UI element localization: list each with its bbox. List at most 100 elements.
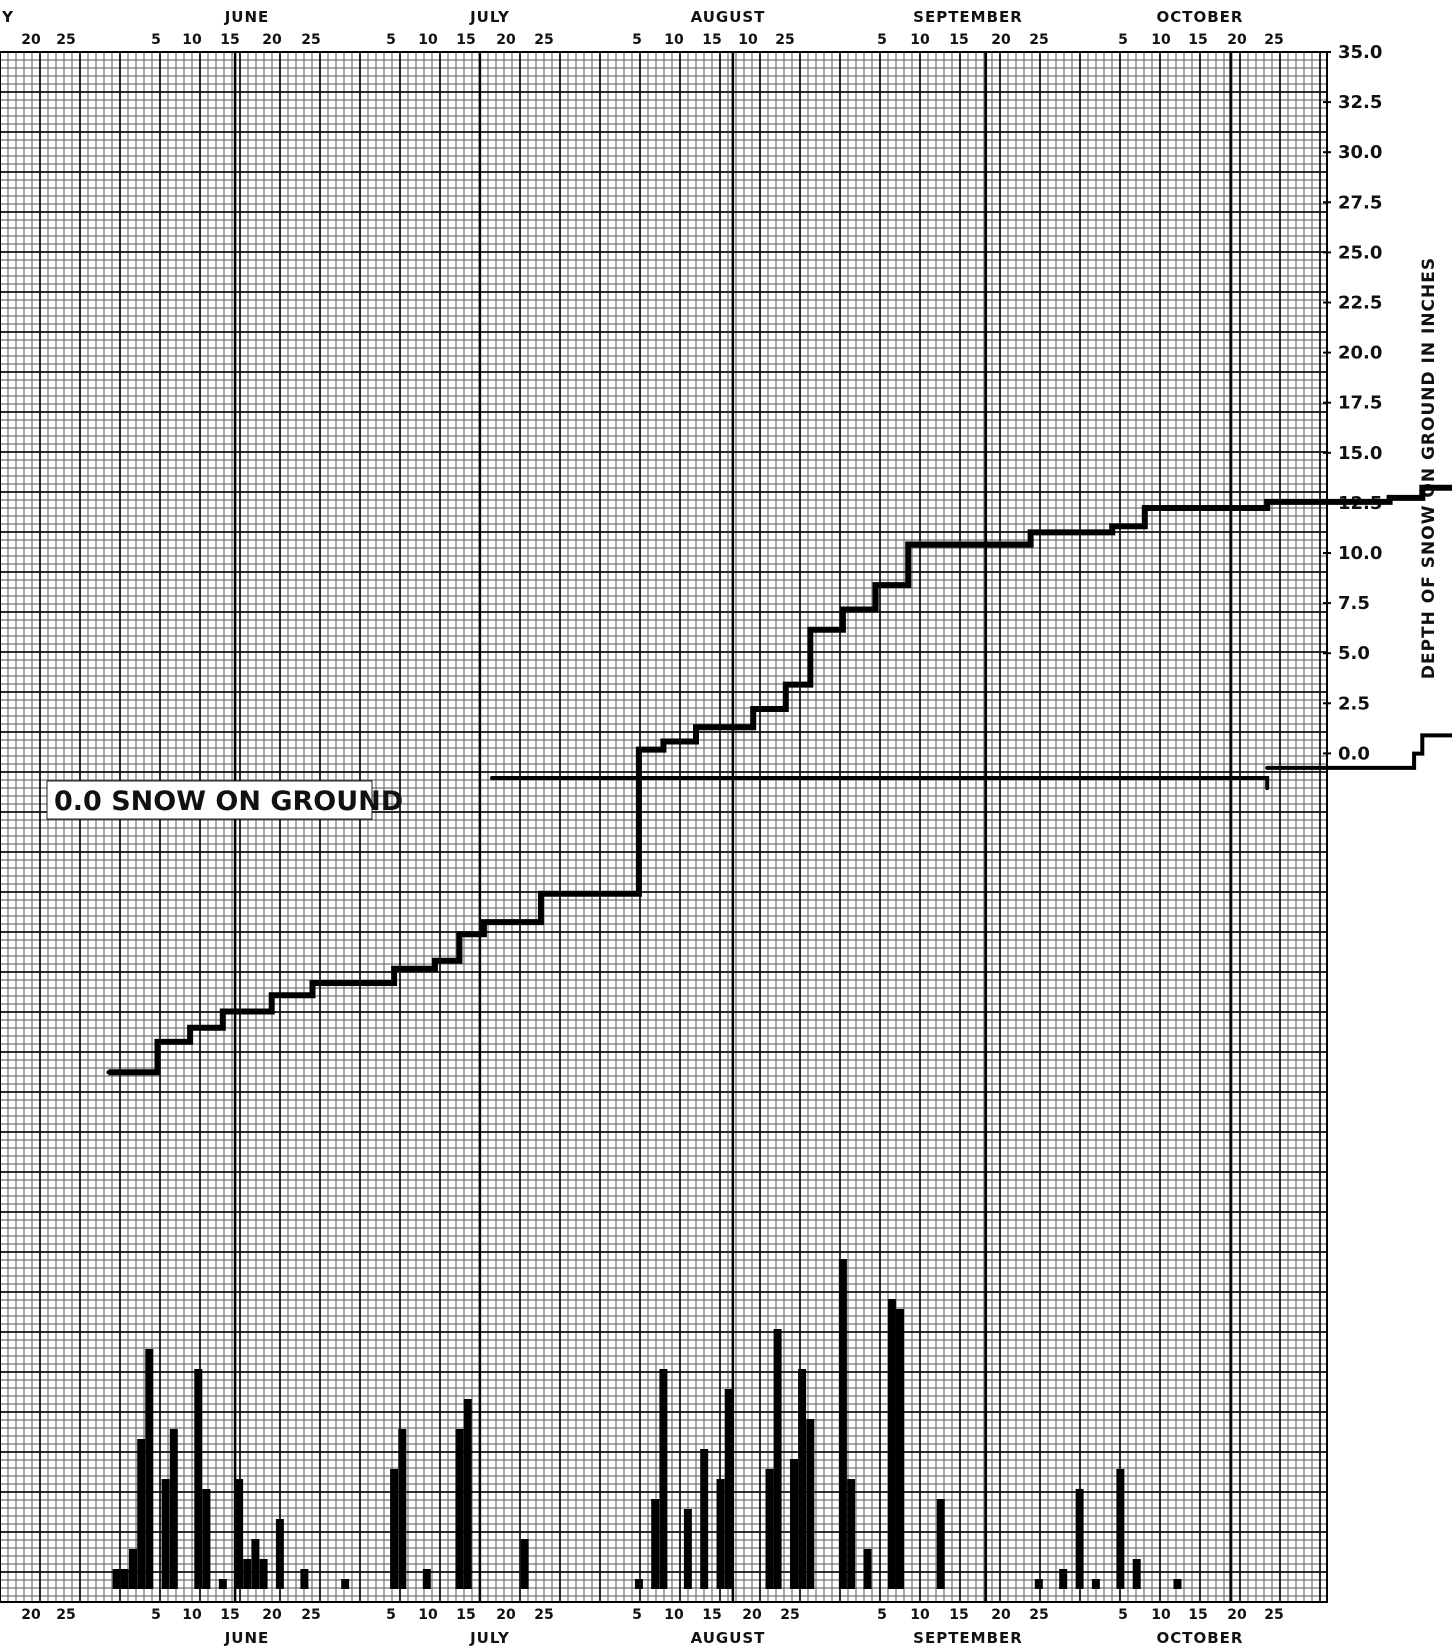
precip-bar (463, 1399, 472, 1589)
y-tick-label: 25.0 (1338, 242, 1382, 263)
series-point (620, 891, 625, 896)
bottom-day-label: 25 (1029, 1607, 1048, 1623)
bottom-day-labels: 20 25 5 10 15 20 25 5 10 15 20 25 5 10 15 20 25 5 10 15 20 25… (21, 1607, 1283, 1623)
precip-bar (1034, 1579, 1043, 1589)
precip-bar (1091, 1579, 1100, 1589)
y-tick-label: 17.5 (1338, 393, 1382, 414)
bottom-day-label: 25 (534, 1607, 553, 1623)
plot-frame (0, 51, 1328, 1603)
bottom-day-label: 10 (182, 1607, 202, 1623)
bottom-day-label: 10 (1151, 1607, 1171, 1623)
series-point (661, 739, 666, 744)
series-point (751, 707, 756, 711)
precip-bar (887, 1299, 896, 1589)
series-point (539, 891, 543, 896)
y-tick-label: 35.0 (1338, 42, 1382, 63)
bottom-month-label: AUGUST (691, 1629, 766, 1647)
series-point (310, 981, 315, 985)
precip-bar (659, 1369, 668, 1589)
precip-bar (765, 1469, 774, 1589)
top-month-label: SEPTEMBER (913, 8, 1023, 26)
precip-bar (634, 1579, 643, 1589)
series-point (432, 958, 437, 963)
precip-bar (129, 1549, 137, 1589)
bottom-day-label: 20 (21, 1607, 41, 1623)
precip-bar (520, 1539, 529, 1589)
precip-bar (194, 1369, 203, 1589)
bottom-day-label: 10 (664, 1607, 684, 1623)
bottom-day-label: 15 (949, 1607, 968, 1623)
precip-bar (137, 1439, 146, 1589)
y-tick-labels: 35.032.530.027.525.022.520.017.515.012.5… (1323, 42, 1382, 764)
precip-bar (235, 1479, 244, 1589)
y-tick-label: 27.5 (1338, 192, 1382, 213)
y-tick-label: 22.5 (1338, 293, 1382, 314)
series-point (636, 747, 641, 752)
top-day-labels: 20 25 5 10 15 20 25 5 10 15 20 25 5 10 15 10 25 5 10 15 20 25… (21, 32, 1283, 48)
precip-bar (390, 1469, 399, 1589)
top-day-label: 15 (702, 32, 721, 48)
bottom-day-label: 25 (780, 1607, 799, 1623)
top-month-label: OCTOBER (1157, 8, 1244, 26)
top-day-label: 15 (456, 32, 475, 48)
bottom-month-labels: JUNE JULY AUGUST SEPTEMBER OCTOBER (224, 1629, 1243, 1647)
bottom-day-label: 5 (386, 1607, 396, 1623)
top-day-label: 5 (1118, 32, 1128, 48)
series-point (481, 920, 486, 925)
series-point (1412, 751, 1417, 756)
precip-bar (936, 1499, 945, 1589)
precip-bar (838, 1259, 847, 1589)
top-month-label: AUGUST (691, 8, 766, 26)
top-day-label: 10 (418, 32, 438, 48)
precip-bar (790, 1459, 798, 1589)
zero-label-box: 0.0 SNOW ON GROUND (46, 780, 403, 820)
zero-snow-label: 0.0 SNOW ON GROUND (54, 786, 403, 817)
bottom-day-label: 5 (151, 1607, 161, 1623)
top-month-label: JULY (469, 8, 510, 26)
precip-bar (112, 1569, 121, 1589)
bottom-day-label: 20 (991, 1607, 1011, 1623)
top-month-label: Y (1, 8, 14, 26)
bottom-day-label: 20 (496, 1607, 516, 1623)
bottom-day-label: 15 (220, 1607, 239, 1623)
bottom-day-label: 25 (1264, 1607, 1283, 1623)
series-point (1265, 765, 1270, 770)
top-day-label: 5 (877, 32, 887, 48)
series-point (155, 1039, 160, 1044)
y-tick-label: 30.0 (1338, 142, 1382, 163)
precip-bar (863, 1549, 872, 1589)
precip-bar (1059, 1569, 1068, 1589)
series-line-2 (492, 776, 1270, 789)
precip-bar (243, 1559, 252, 1589)
bottom-month-label: SEPTEMBER (913, 1629, 1023, 1647)
precip-bar (773, 1329, 782, 1589)
top-day-label: 25 (301, 32, 320, 48)
bottom-day-label: 20 (262, 1607, 282, 1623)
series-point (906, 542, 911, 547)
bottom-day-label: 10 (910, 1607, 930, 1623)
precip-bar (120, 1569, 129, 1589)
precip-bar (145, 1349, 154, 1589)
precip-bar (251, 1539, 260, 1589)
precip-bar (341, 1579, 350, 1589)
series-point (873, 583, 878, 588)
bottom-day-label: 15 (1188, 1607, 1207, 1623)
top-day-label: 5 (386, 32, 396, 48)
series-point (1142, 506, 1147, 510)
top-day-label: 20 (262, 32, 282, 48)
snow-depth-series (106, 484, 1452, 1076)
y-tick-label: 20.0 (1338, 343, 1382, 364)
y-tick-label: 5.0 (1338, 643, 1370, 664)
precip-bar (422, 1569, 431, 1589)
precip-bar (1132, 1559, 1141, 1589)
precip-bar (1075, 1489, 1084, 1589)
series-point (188, 1025, 193, 1030)
top-day-label: 25 (534, 32, 553, 48)
series-point (122, 1070, 127, 1075)
top-day-label: 10 (738, 32, 758, 48)
bottom-day-label: 5 (632, 1607, 642, 1623)
series-line-3 (1267, 733, 1452, 770)
top-month-label: JUNE (224, 8, 270, 26)
y-tick-label: 7.5 (1338, 593, 1370, 614)
